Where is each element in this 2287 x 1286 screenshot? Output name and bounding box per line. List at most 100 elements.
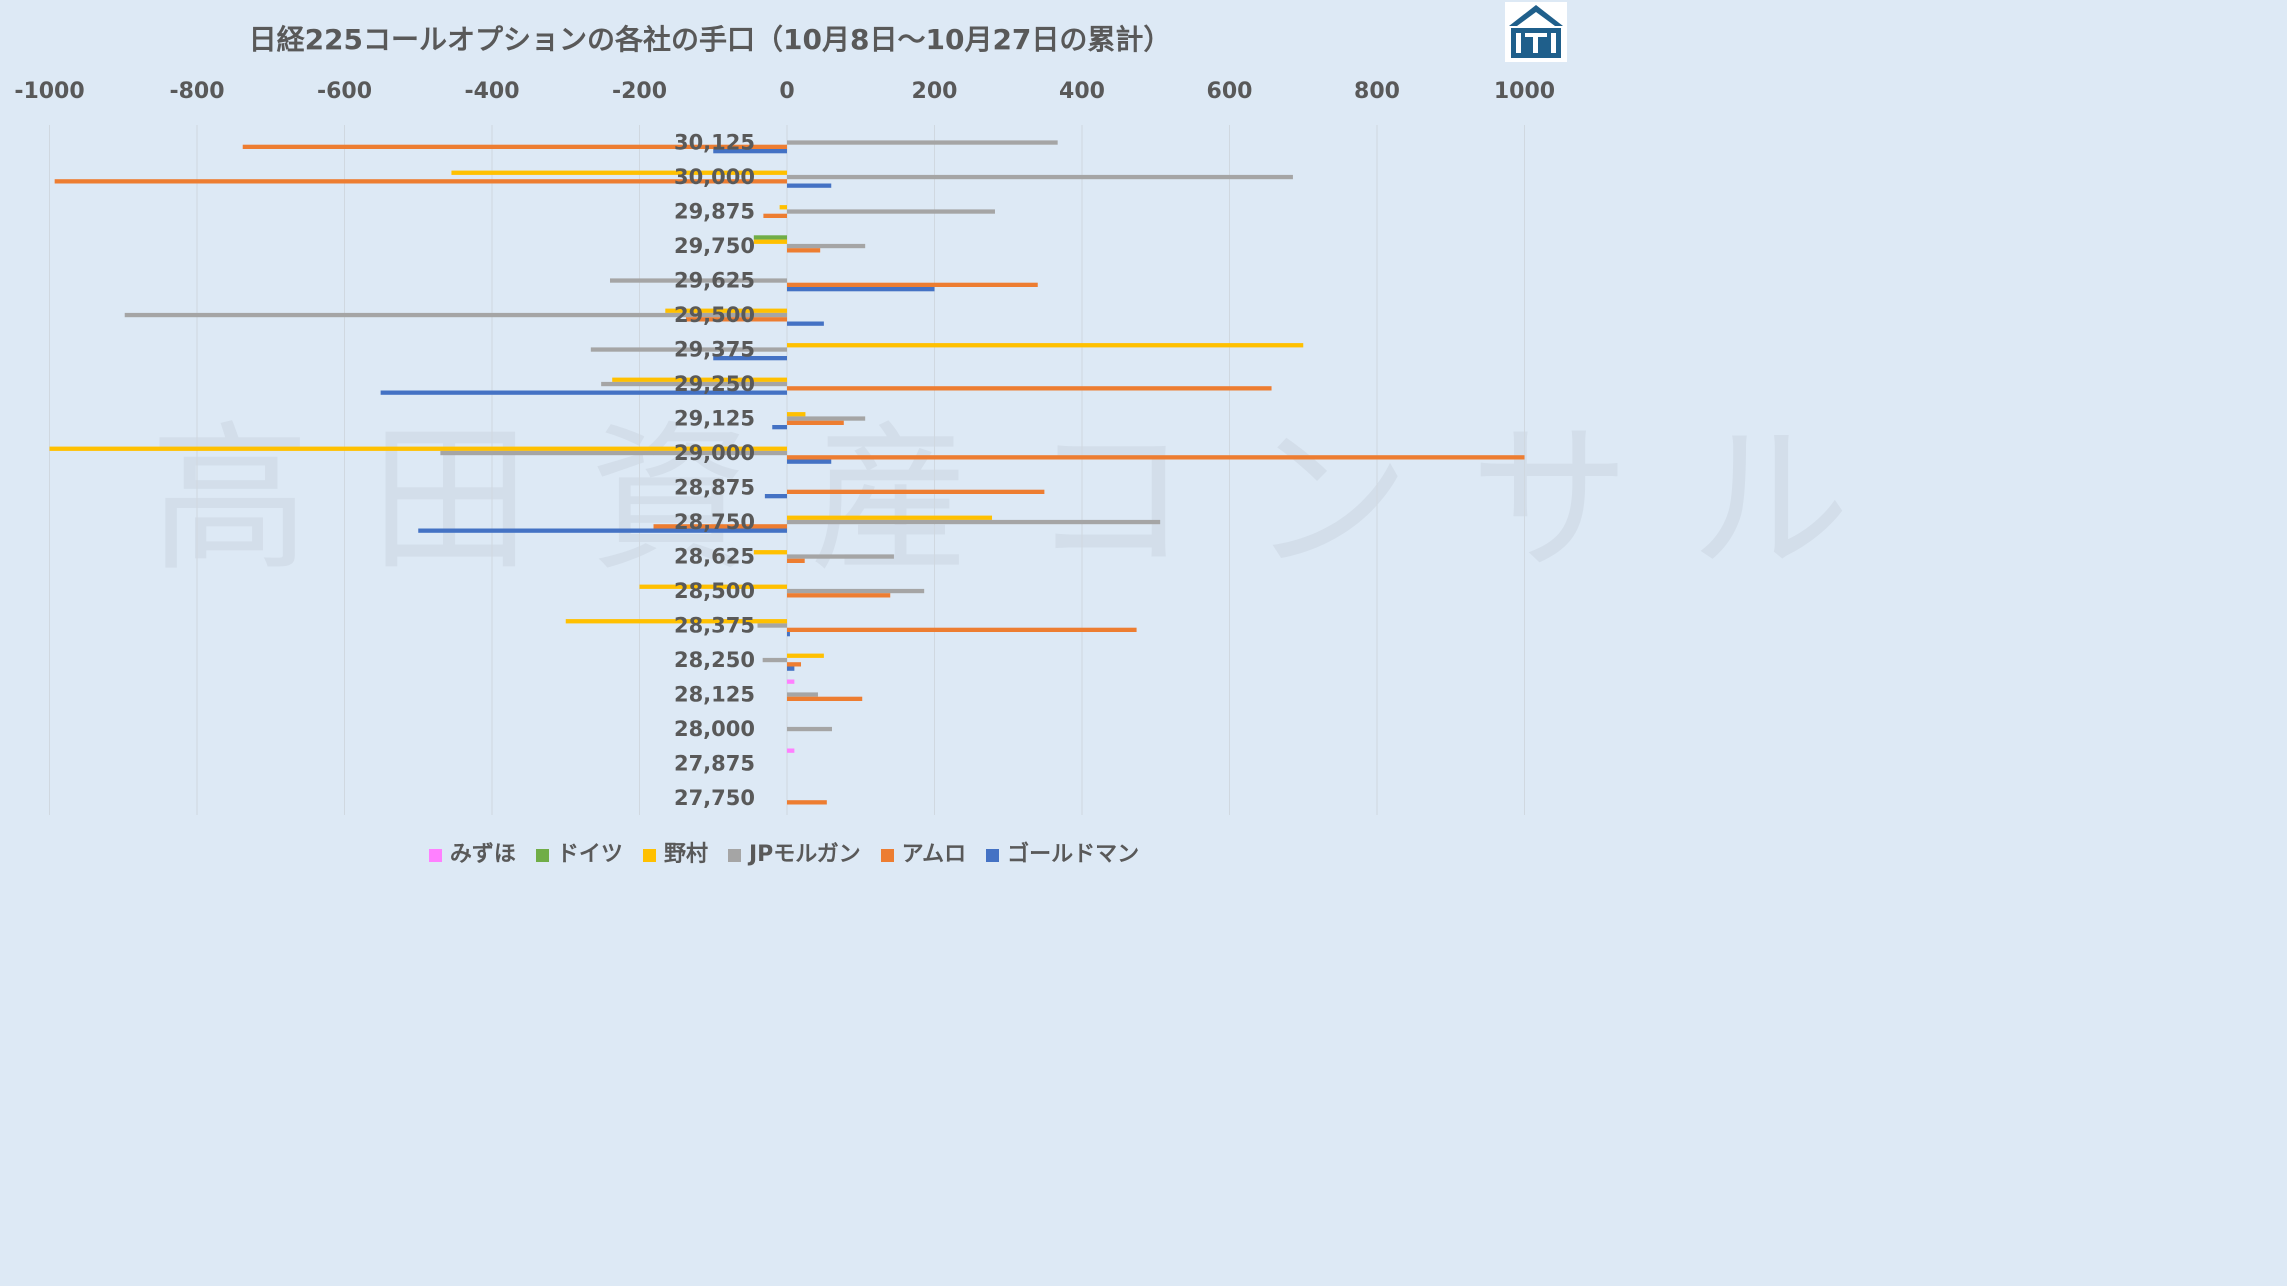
watermark-text: 高田資産コンサル <box>150 370 1910 602</box>
bar <box>610 278 787 283</box>
bar <box>787 515 993 520</box>
logo <box>1505 2 1567 62</box>
x-tick-label: 200 <box>912 79 958 104</box>
bar <box>787 416 866 421</box>
bar <box>612 377 787 382</box>
bar <box>380 390 787 395</box>
bar <box>787 174 1293 180</box>
legend: みずほ ドイツ 野村 JPモルガン アムロ ゴールドマン <box>0 836 1568 868</box>
bar <box>713 356 787 361</box>
bar <box>685 317 787 322</box>
bar <box>787 519 1161 525</box>
logo-icon <box>1509 5 1563 58</box>
bar <box>762 657 787 663</box>
bar <box>54 179 788 184</box>
category-label: 28,875 <box>674 476 755 500</box>
bar <box>753 239 787 244</box>
bar <box>601 381 787 387</box>
legend-item: 野村 <box>642 836 708 868</box>
bar <box>590 347 787 352</box>
bar <box>787 558 805 563</box>
bar <box>653 524 787 529</box>
bar <box>242 144 788 149</box>
bar <box>787 183 832 188</box>
bar <box>753 550 787 555</box>
bar <box>787 386 1272 391</box>
category-label: 29,375 <box>674 338 755 362</box>
category-label: 29,250 <box>674 372 755 396</box>
bar <box>753 235 787 240</box>
bar <box>787 282 1038 287</box>
legend-item: ドイツ <box>535 836 623 868</box>
bar <box>787 459 832 464</box>
bar <box>787 321 824 326</box>
legend-label: ゴールドマン <box>1007 842 1140 867</box>
gridlines <box>49 125 1525 815</box>
legend-label: アムロ <box>901 842 967 867</box>
x-tick-label: 1000 <box>1494 79 1555 104</box>
bar <box>787 726 832 732</box>
bar <box>787 800 827 805</box>
category-label: 28,000 <box>674 717 755 741</box>
x-tick-label: 0 <box>779 79 794 104</box>
x-tick-label: -200 <box>612 79 667 104</box>
legend-swatch <box>428 848 442 862</box>
bar <box>779 205 787 210</box>
bar <box>763 213 787 218</box>
bar <box>787 632 790 637</box>
bar <box>49 446 787 451</box>
bar <box>787 420 844 425</box>
category-label: 29,125 <box>674 407 755 431</box>
bar <box>787 343 1304 348</box>
bar <box>124 312 788 318</box>
category-label: 28,250 <box>674 648 755 672</box>
legend-label: みずほ <box>449 842 516 867</box>
chart-title: 日経225コールオプションの各社の手口（10月8日～10月27日の累計） <box>248 23 1172 56</box>
category-label: 28,625 <box>674 545 755 569</box>
bar <box>787 489 1045 494</box>
bar <box>565 619 787 624</box>
category-label: 29,000 <box>674 441 755 465</box>
x-tick-label: -1000 <box>14 79 84 104</box>
category-label: 27,875 <box>674 752 755 776</box>
x-tick-label: -800 <box>169 79 224 104</box>
category-label: 29,875 <box>674 200 755 224</box>
legend-swatch <box>880 848 894 862</box>
bar <box>772 425 787 430</box>
x-tick-label: 800 <box>1354 79 1400 104</box>
bar <box>764 494 787 499</box>
x-tick-label: -600 <box>317 79 372 104</box>
bar <box>665 308 787 313</box>
legend-swatch <box>642 848 656 862</box>
bar <box>787 140 1058 145</box>
category-label: 28,125 <box>674 683 755 707</box>
bar <box>787 554 894 559</box>
category-label: 28,750 <box>674 510 755 534</box>
legend-swatch <box>535 848 549 862</box>
category-label: 27,750 <box>674 786 755 810</box>
legend-item: ゴールドマン <box>986 836 1139 868</box>
bar <box>787 653 824 658</box>
bar <box>787 412 806 417</box>
x-axis-ticks: -1000 -800 -600 -400 -200 0 200 400 600 800 1000 <box>14 79 1555 104</box>
bar <box>787 243 866 249</box>
legend-item: みずほ <box>428 836 516 868</box>
bar <box>787 248 821 253</box>
legend-label: 野村 <box>663 842 708 867</box>
bar <box>787 748 795 753</box>
category-label: 28,375 <box>674 614 755 638</box>
category-label: 30,000 <box>674 165 755 189</box>
bar <box>418 528 787 533</box>
bar <box>451 170 787 175</box>
bar <box>787 209 995 214</box>
bar <box>787 666 795 671</box>
bar <box>787 455 1525 460</box>
legend-swatch <box>727 848 741 862</box>
bars <box>49 140 1525 805</box>
bar <box>787 287 935 292</box>
legend-label: ドイツ <box>556 842 623 867</box>
bar <box>787 696 863 701</box>
category-label: 30,125 <box>674 131 755 155</box>
category-labels: 30,125 30,000 29,875 29,750 29,625 29,500 29,3… <box>674 131 755 811</box>
bar <box>787 627 1137 632</box>
